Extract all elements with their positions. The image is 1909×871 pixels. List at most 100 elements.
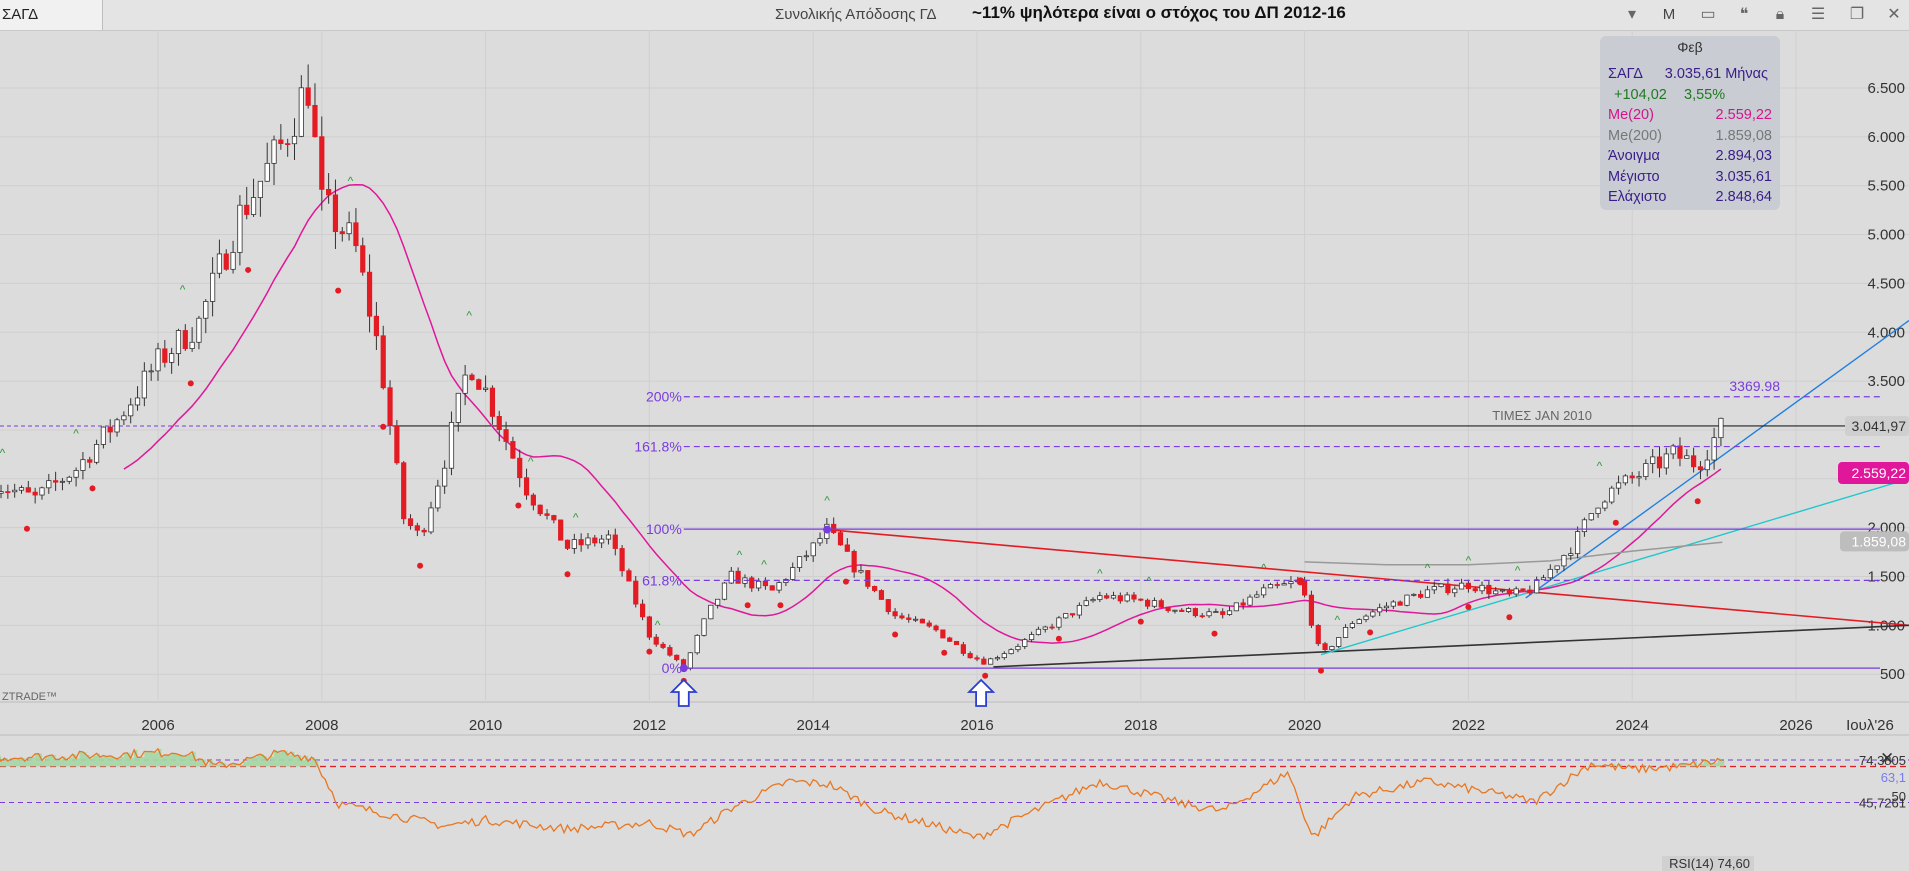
info-row-value: 2.848,64	[1715, 189, 1772, 205]
up-arrow-icon	[669, 678, 698, 707]
pivot-low-marker	[777, 602, 784, 609]
candle-body	[1015, 646, 1021, 651]
candle-body	[223, 253, 229, 270]
candle-body	[435, 485, 441, 509]
candle-body	[100, 426, 106, 445]
candle-body	[878, 590, 885, 600]
cyan-trendline	[1320, 478, 1909, 656]
candle-body	[1288, 581, 1294, 585]
pivot-high-marker: ^	[1097, 566, 1103, 580]
candle-body	[626, 570, 632, 582]
window-icon[interactable]: ▭	[1700, 6, 1716, 23]
interval-button[interactable]: M	[1657, 4, 1681, 26]
candle-body	[87, 459, 93, 463]
price-chart[interactable]: 2006 2008 2010 2012 2014 2016 2018 2020 2022 2024…	[0, 30, 1909, 871]
chart-labels: 3369.98 ΤΙΜΕΣ JAN 2010 3.041,97 2.559,22 1.8…	[1492, 378, 1909, 552]
candle-body	[298, 87, 304, 137]
pivot-low-marker	[1211, 630, 1218, 637]
menu-icon[interactable]: ☰	[1810, 6, 1826, 23]
info-row-value: 2.559,22	[1715, 107, 1772, 123]
up-arrow-icon	[966, 678, 996, 707]
candle-body	[1534, 579, 1540, 594]
candle-body	[1438, 583, 1444, 587]
candle-body	[1663, 453, 1669, 469]
candle-body	[216, 253, 223, 274]
pivot-low-marker	[1612, 519, 1619, 526]
info-row: ΣΑΓΔ 3.035,61 Μήνας	[1608, 66, 1772, 86]
candle-body	[619, 548, 625, 572]
pivot-low-marker	[245, 266, 252, 273]
candle-body	[326, 188, 332, 196]
candle-body	[1520, 588, 1526, 591]
x-tick-label: 2016	[960, 717, 993, 734]
candle-body	[599, 538, 605, 544]
pivot-low-marker	[982, 672, 989, 679]
candle-body	[1104, 595, 1110, 599]
candle-body	[776, 582, 782, 591]
candle-body	[1165, 606, 1171, 612]
chevron-down-icon[interactable]: ▾	[1627, 6, 1637, 23]
candle-body	[0, 491, 4, 494]
candle-body	[510, 441, 516, 459]
pivot-high-marker: ^	[466, 308, 472, 322]
candle-body	[906, 617, 912, 620]
candle-body	[1049, 626, 1055, 629]
candle-body	[810, 542, 816, 557]
x-tick-label: 2010	[469, 717, 502, 734]
comment-icon[interactable]: ❝	[1739, 6, 1749, 23]
candle-body	[175, 330, 182, 355]
candle-body	[1718, 417, 1724, 439]
candle-body	[476, 379, 482, 390]
candle-body	[899, 615, 905, 619]
info-row: Me(200) 1.859,08	[1608, 128, 1772, 148]
pivot-high-marker: ^	[655, 618, 661, 632]
candle-body	[1131, 594, 1137, 600]
candle-body	[482, 387, 489, 390]
candle-body	[585, 537, 591, 546]
candle-body	[46, 480, 52, 489]
pivot-low-marker	[842, 578, 849, 585]
candle-body	[844, 544, 850, 552]
pivot-dot	[1296, 577, 1305, 586]
candle-body	[721, 582, 728, 600]
chart-subtitle: Συνολικής Απόδοσης ΓΔ	[775, 6, 937, 23]
lock-icon[interactable]: 🔒︎	[1775, 6, 1785, 23]
info-row-value: 2.894,03	[1715, 148, 1772, 164]
top-toolbar: ΣΑΓΔ Συνολικής Απόδοσης ΓΔ ~11% ψηλότερα…	[0, 0, 1909, 31]
ma20-line	[123, 184, 1722, 644]
candles	[0, 64, 1724, 671]
candle-body	[1493, 590, 1499, 595]
restore-icon[interactable]: ❐	[1849, 6, 1865, 23]
candle-body	[1158, 600, 1164, 608]
watermark: ZTRADE™	[2, 691, 57, 703]
info-box: Φεβ ΣΑΓΔ 3.035,61 Μήνας +104,02 3,55% Me(20)…	[1600, 36, 1780, 210]
candle-body	[141, 370, 147, 399]
candle-body	[305, 87, 311, 106]
candle-body	[1349, 623, 1355, 628]
fib-levels: 200% 161.8% 100% 61.8% 0%	[634, 389, 1880, 676]
candle-body	[571, 539, 577, 549]
candle-body	[926, 622, 932, 627]
candle-body	[1274, 584, 1280, 586]
candle-body	[264, 162, 270, 182]
candle-body	[285, 143, 291, 146]
info-row: Ελάχιστο 2.848,64	[1608, 189, 1772, 209]
candle-body	[558, 519, 564, 541]
close-icon[interactable]: ✕	[1887, 6, 1901, 23]
candle-body	[114, 419, 120, 433]
pivot-low-marker	[187, 380, 194, 387]
candle-body	[148, 370, 154, 373]
rsi-close-icon[interactable]: ✕	[1880, 749, 1894, 768]
pivot-low-marker	[515, 502, 522, 509]
candle-body	[1568, 553, 1574, 556]
candle-body	[1124, 594, 1130, 602]
symbol-tab[interactable]: ΣΑΓΔ	[0, 0, 103, 30]
info-row-label: ΣΑΓΔ	[1608, 66, 1643, 82]
candle-body	[278, 139, 284, 145]
candle-body	[1424, 589, 1431, 598]
candle-body	[353, 222, 359, 247]
candle-body	[1390, 601, 1396, 607]
candle-body	[237, 204, 243, 253]
info-row: Μέγιστο 3.035,61	[1608, 169, 1772, 189]
info-row-label: Ελάχιστο	[1608, 189, 1667, 205]
